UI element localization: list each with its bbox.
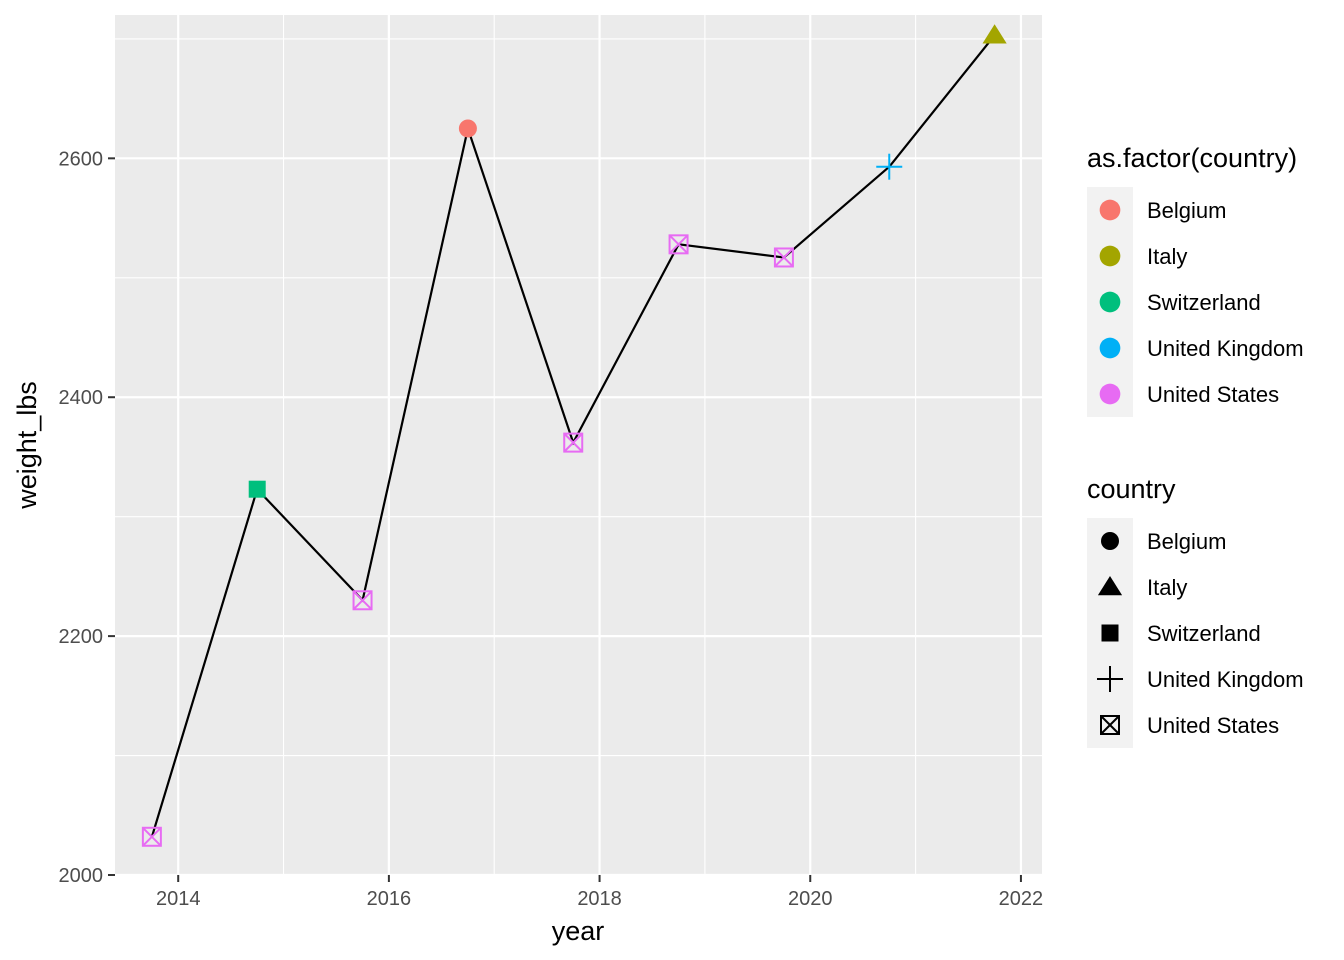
legend-key-shape	[1100, 715, 1120, 735]
data-point	[458, 119, 477, 138]
grid-major	[115, 15, 1042, 877]
marker-circle	[1099, 199, 1121, 221]
marker-circle	[1099, 337, 1121, 359]
legend-entry-label: Switzerland	[1147, 290, 1261, 315]
marker-box	[668, 234, 689, 255]
plot-panel	[115, 15, 1042, 875]
marker-box	[141, 826, 162, 847]
marker-square	[1101, 624, 1119, 642]
legend-title: as.factor(country)	[1087, 143, 1297, 173]
marker-triangle	[1097, 576, 1123, 596]
data-point	[773, 247, 794, 268]
marker-circle	[1099, 291, 1121, 313]
data-point	[248, 480, 266, 498]
x-tick-label: 2020	[788, 888, 833, 910]
legend-key-shape	[1101, 624, 1119, 642]
marker-circle	[1101, 532, 1119, 550]
legend-key-shape	[1097, 576, 1123, 596]
legend-entry-label: Belgium	[1147, 198, 1226, 223]
legend-color: as.factor(country) Belgium Italy Switzerlan…	[1087, 143, 1304, 417]
legend-entry-label: United Kingdom	[1147, 667, 1304, 692]
legend-entry-label: Italy	[1147, 575, 1187, 600]
legend-key-color	[1099, 383, 1121, 405]
marker-triangle	[982, 24, 1007, 44]
marker-x2	[142, 827, 162, 847]
marker-box	[563, 432, 584, 453]
legend-key-shape	[1101, 532, 1119, 550]
marker-circle	[1099, 383, 1121, 405]
marker-box	[1100, 715, 1120, 735]
legend-shape: country Belgium Italy Switzerland United Kin…	[1087, 474, 1304, 748]
y-tick-label: 2000	[59, 865, 104, 887]
x-axis-label: year	[552, 916, 605, 946]
data-points	[141, 24, 1007, 847]
data-point	[141, 826, 162, 847]
marker-circle	[458, 119, 477, 138]
marker-x2	[563, 432, 583, 453]
legend-key-color	[1099, 245, 1121, 267]
legend-entry-label: Belgium	[1147, 529, 1226, 554]
legend-entry-label: United States	[1147, 382, 1279, 407]
marker-x2	[774, 247, 794, 268]
legend-entry-label: United Kingdom	[1147, 336, 1304, 361]
legend-title: country	[1087, 474, 1176, 504]
legend-key-color	[1099, 199, 1121, 221]
y-tick-label: 2200	[59, 626, 104, 648]
x-tick-label: 2014	[156, 888, 201, 910]
x-tick-label: 2016	[367, 888, 412, 910]
legend-entry-label: Italy	[1147, 244, 1187, 269]
marker-box	[352, 590, 373, 611]
y-tick-label: 2600	[59, 148, 104, 170]
legend-key-color	[1099, 291, 1121, 313]
x-tick-label: 2018	[577, 888, 622, 910]
data-point	[563, 432, 584, 453]
data-point	[982, 24, 1007, 44]
axes: 2014 2016 2018 2020 2022 2000 2200 2400 2600	[59, 148, 1044, 910]
legend-entry-label: Switzerland	[1147, 621, 1261, 646]
x-tick-label: 2022	[999, 888, 1044, 910]
marker-box	[773, 247, 794, 268]
data-point	[668, 234, 689, 255]
data-point	[876, 153, 903, 180]
legend-key-shape	[1097, 666, 1123, 692]
marker-circle	[1099, 245, 1121, 267]
marker-x2	[1100, 715, 1120, 735]
data-point	[352, 590, 373, 611]
legends: as.factor(country) Belgium Italy Switzerlan…	[1087, 143, 1304, 748]
marker-x2	[352, 590, 373, 610]
marker-x2	[668, 234, 689, 255]
legend-key-color	[1099, 337, 1121, 359]
y-tick-label: 2400	[59, 387, 104, 409]
legend-entry-label: United States	[1147, 713, 1279, 738]
marker-square	[248, 480, 266, 498]
y-axis-label: weight_lbs	[12, 381, 42, 510]
